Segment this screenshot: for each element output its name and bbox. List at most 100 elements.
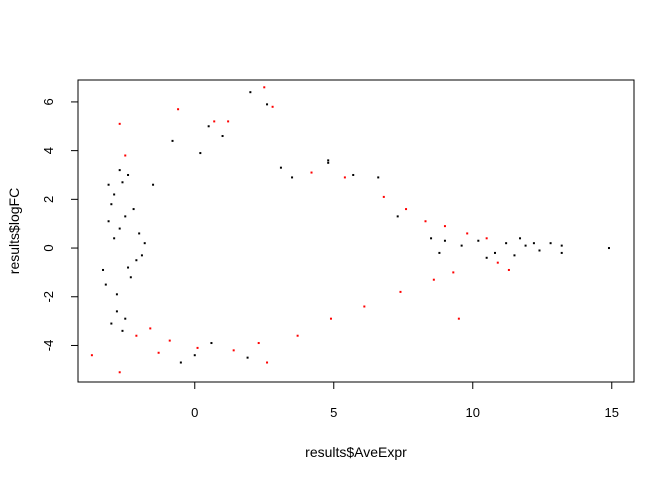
black-point xyxy=(396,215,399,218)
red-point xyxy=(496,261,499,264)
x-axis: 0 5 10 15 xyxy=(191,381,619,420)
black-series-points xyxy=(102,91,610,364)
black-point xyxy=(152,183,155,186)
red-series-points xyxy=(90,86,510,374)
y-axis-label: results$logFC xyxy=(6,188,22,274)
black-point xyxy=(110,203,113,206)
red-point xyxy=(213,120,216,123)
red-point xyxy=(118,371,121,374)
red-point xyxy=(329,317,332,320)
red-point xyxy=(263,86,266,89)
y-axis: -4 -2 0 2 4 6 xyxy=(41,98,79,352)
red-point xyxy=(124,154,127,157)
red-point xyxy=(424,220,427,223)
black-point xyxy=(377,176,380,179)
y-tick-label: 0 xyxy=(41,244,56,251)
red-point xyxy=(382,195,385,198)
red-point xyxy=(271,105,274,108)
black-point xyxy=(505,242,508,245)
black-point xyxy=(221,135,224,138)
black-point xyxy=(129,276,132,279)
black-point xyxy=(143,242,146,245)
plot-frame xyxy=(77,79,635,383)
black-point xyxy=(107,220,110,223)
red-point xyxy=(343,176,346,179)
red-point xyxy=(507,268,510,271)
red-point xyxy=(257,342,260,345)
red-point xyxy=(363,305,366,308)
black-point xyxy=(538,249,541,252)
black-point xyxy=(115,293,118,296)
x-tick-label: 5 xyxy=(330,405,337,420)
red-point xyxy=(168,339,171,342)
black-point xyxy=(199,152,202,155)
red-point xyxy=(135,334,138,337)
red-point xyxy=(227,120,230,123)
red-point xyxy=(399,290,402,293)
black-point xyxy=(102,268,105,271)
black-point xyxy=(107,183,110,186)
red-point xyxy=(432,278,435,281)
black-point xyxy=(135,259,138,262)
black-point xyxy=(246,356,249,359)
black-point xyxy=(279,166,282,169)
black-point xyxy=(532,242,535,245)
red-point xyxy=(457,317,460,320)
black-point xyxy=(443,239,446,242)
black-point xyxy=(110,322,113,325)
black-point xyxy=(104,283,107,286)
black-point xyxy=(430,237,433,240)
black-point xyxy=(113,193,116,196)
black-point xyxy=(513,254,516,257)
black-point xyxy=(524,244,527,247)
black-point xyxy=(291,176,294,179)
x-tick-label: 0 xyxy=(191,405,198,420)
black-point xyxy=(210,342,213,345)
black-point xyxy=(266,103,269,106)
black-point xyxy=(115,310,118,313)
black-point xyxy=(494,251,496,254)
red-point xyxy=(157,351,160,354)
black-point xyxy=(327,161,330,164)
y-tick-label: -4 xyxy=(41,340,56,352)
black-point xyxy=(352,173,355,176)
y-tick-label: 4 xyxy=(41,147,56,154)
red-point xyxy=(296,334,299,337)
black-point xyxy=(519,237,522,240)
black-point xyxy=(127,266,130,269)
black-point xyxy=(560,251,563,254)
black-point xyxy=(171,139,174,142)
red-point xyxy=(266,361,269,364)
black-point xyxy=(560,244,563,247)
black-point xyxy=(477,239,480,242)
black-point xyxy=(127,173,130,176)
black-point xyxy=(549,242,552,245)
black-point xyxy=(438,251,441,254)
red-point xyxy=(485,237,488,240)
black-point xyxy=(140,254,143,257)
black-point xyxy=(179,361,182,364)
red-point xyxy=(232,349,235,352)
black-point xyxy=(132,208,135,211)
red-point xyxy=(443,225,446,228)
black-point xyxy=(327,159,330,162)
black-point xyxy=(607,247,610,250)
black-point xyxy=(193,354,196,357)
red-point xyxy=(149,327,152,330)
black-point xyxy=(124,317,127,320)
red-point xyxy=(405,208,408,211)
red-point xyxy=(196,346,199,349)
red-point xyxy=(118,122,121,125)
y-tick-label: -2 xyxy=(41,291,56,303)
red-point xyxy=(466,232,469,235)
black-point xyxy=(460,244,463,247)
x-tick-label: 10 xyxy=(466,405,480,420)
y-tick-label: 6 xyxy=(41,98,56,105)
black-point xyxy=(118,227,121,230)
black-point xyxy=(118,169,121,172)
black-point xyxy=(207,125,210,128)
black-point xyxy=(124,215,127,218)
black-point xyxy=(249,91,252,94)
red-point xyxy=(177,108,180,111)
